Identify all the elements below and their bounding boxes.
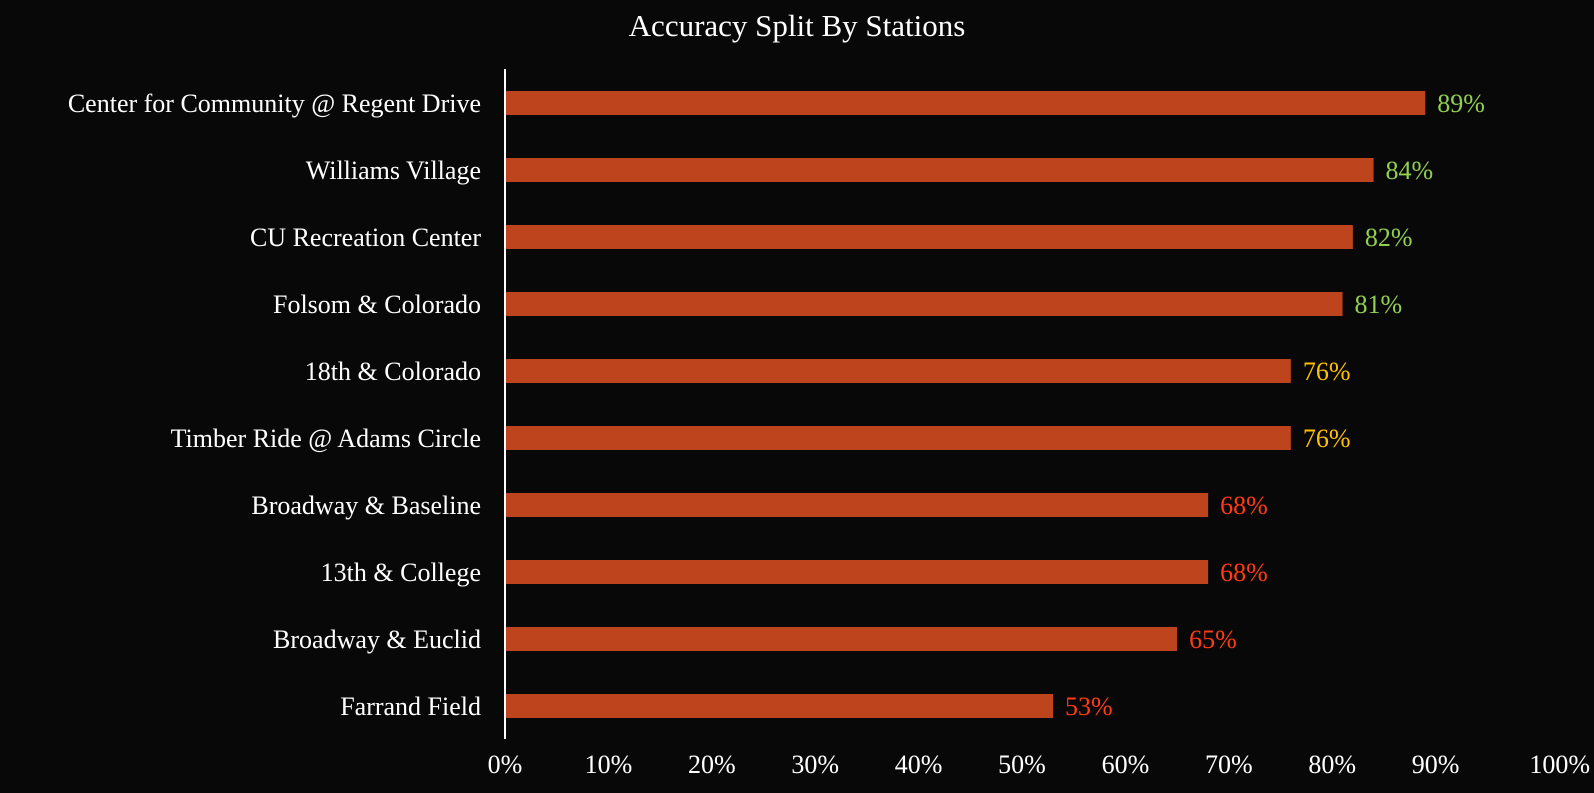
category-label: CU Recreation Center bbox=[250, 223, 481, 252]
x-tick-label: 30% bbox=[791, 750, 839, 779]
bar bbox=[506, 91, 1426, 115]
x-tick-label: 80% bbox=[1308, 750, 1356, 779]
bar bbox=[506, 694, 1054, 718]
value-label: 84% bbox=[1386, 156, 1434, 185]
x-tick-label: 100% bbox=[1529, 750, 1590, 779]
category-labels-group: Center for Community @ Regent Drive Willi… bbox=[68, 89, 481, 721]
category-label: Farrand Field bbox=[340, 692, 481, 721]
value-label: 89% bbox=[1437, 89, 1485, 118]
x-tick-label: 0% bbox=[488, 750, 523, 779]
value-label: 76% bbox=[1303, 424, 1351, 453]
category-label: Timber Ride @ Adams Circle bbox=[171, 424, 481, 453]
value-label: 68% bbox=[1220, 558, 1268, 587]
x-tick-label: 50% bbox=[998, 750, 1046, 779]
value-label: 65% bbox=[1189, 625, 1237, 654]
bar bbox=[506, 292, 1343, 316]
category-label: Folsom & Colorado bbox=[273, 290, 481, 319]
category-label: Williams Village bbox=[306, 156, 481, 185]
bar bbox=[506, 225, 1353, 249]
x-axis-ticks-group: 0% 10% 20% 30% 40% 50% 60% 70% 80% 90% 100% bbox=[488, 750, 1590, 779]
x-tick-label: 90% bbox=[1412, 750, 1460, 779]
value-label: 68% bbox=[1220, 491, 1268, 520]
category-label: Broadway & Euclid bbox=[273, 625, 481, 654]
chart-title: Accuracy Split By Stations bbox=[629, 8, 966, 43]
value-label: 82% bbox=[1365, 223, 1413, 252]
bar bbox=[506, 493, 1209, 517]
bar bbox=[506, 426, 1291, 450]
x-tick-label: 60% bbox=[1102, 750, 1150, 779]
value-labels-group: 89% 84% 82% 81% 76% 76% 68% 68% 65% 53% bbox=[1065, 89, 1485, 721]
x-tick-label: 70% bbox=[1205, 750, 1253, 779]
bar bbox=[506, 560, 1209, 584]
value-label: 53% bbox=[1065, 692, 1113, 721]
bars-group bbox=[506, 91, 1426, 718]
value-label: 76% bbox=[1303, 357, 1351, 386]
bar bbox=[506, 158, 1374, 182]
category-label: Broadway & Baseline bbox=[251, 491, 481, 520]
bar bbox=[506, 359, 1291, 383]
x-tick-label: 40% bbox=[895, 750, 943, 779]
bar bbox=[506, 627, 1178, 651]
x-tick-label: 10% bbox=[585, 750, 633, 779]
category-label: Center for Community @ Regent Drive bbox=[68, 89, 481, 118]
value-label: 81% bbox=[1355, 290, 1403, 319]
category-label: 18th & Colorado bbox=[305, 357, 481, 386]
category-label: 13th & College bbox=[321, 558, 481, 587]
x-tick-label: 20% bbox=[688, 750, 736, 779]
